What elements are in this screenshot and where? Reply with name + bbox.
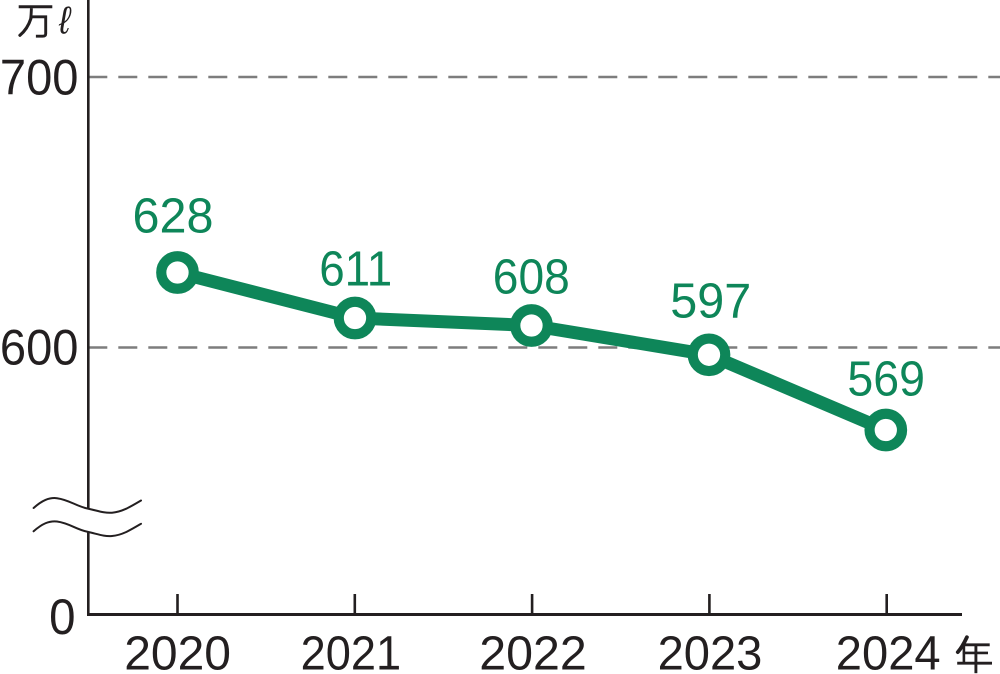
svg-text:569: 569 xyxy=(847,352,925,407)
svg-text:2021: 2021 xyxy=(301,627,402,674)
svg-text:600: 600 xyxy=(0,319,78,376)
svg-text:ℓ: ℓ xyxy=(58,0,72,42)
svg-text:2024: 2024 xyxy=(836,627,941,674)
svg-text:628: 628 xyxy=(133,189,214,244)
svg-text:608: 608 xyxy=(493,250,570,305)
svg-text:700: 700 xyxy=(0,49,78,106)
svg-text:2020: 2020 xyxy=(124,627,231,674)
svg-text:0: 0 xyxy=(49,588,75,645)
svg-text:2022: 2022 xyxy=(479,627,587,674)
svg-text:611: 611 xyxy=(319,242,392,297)
svg-text:597: 597 xyxy=(670,274,751,329)
svg-text:2023: 2023 xyxy=(658,627,763,674)
